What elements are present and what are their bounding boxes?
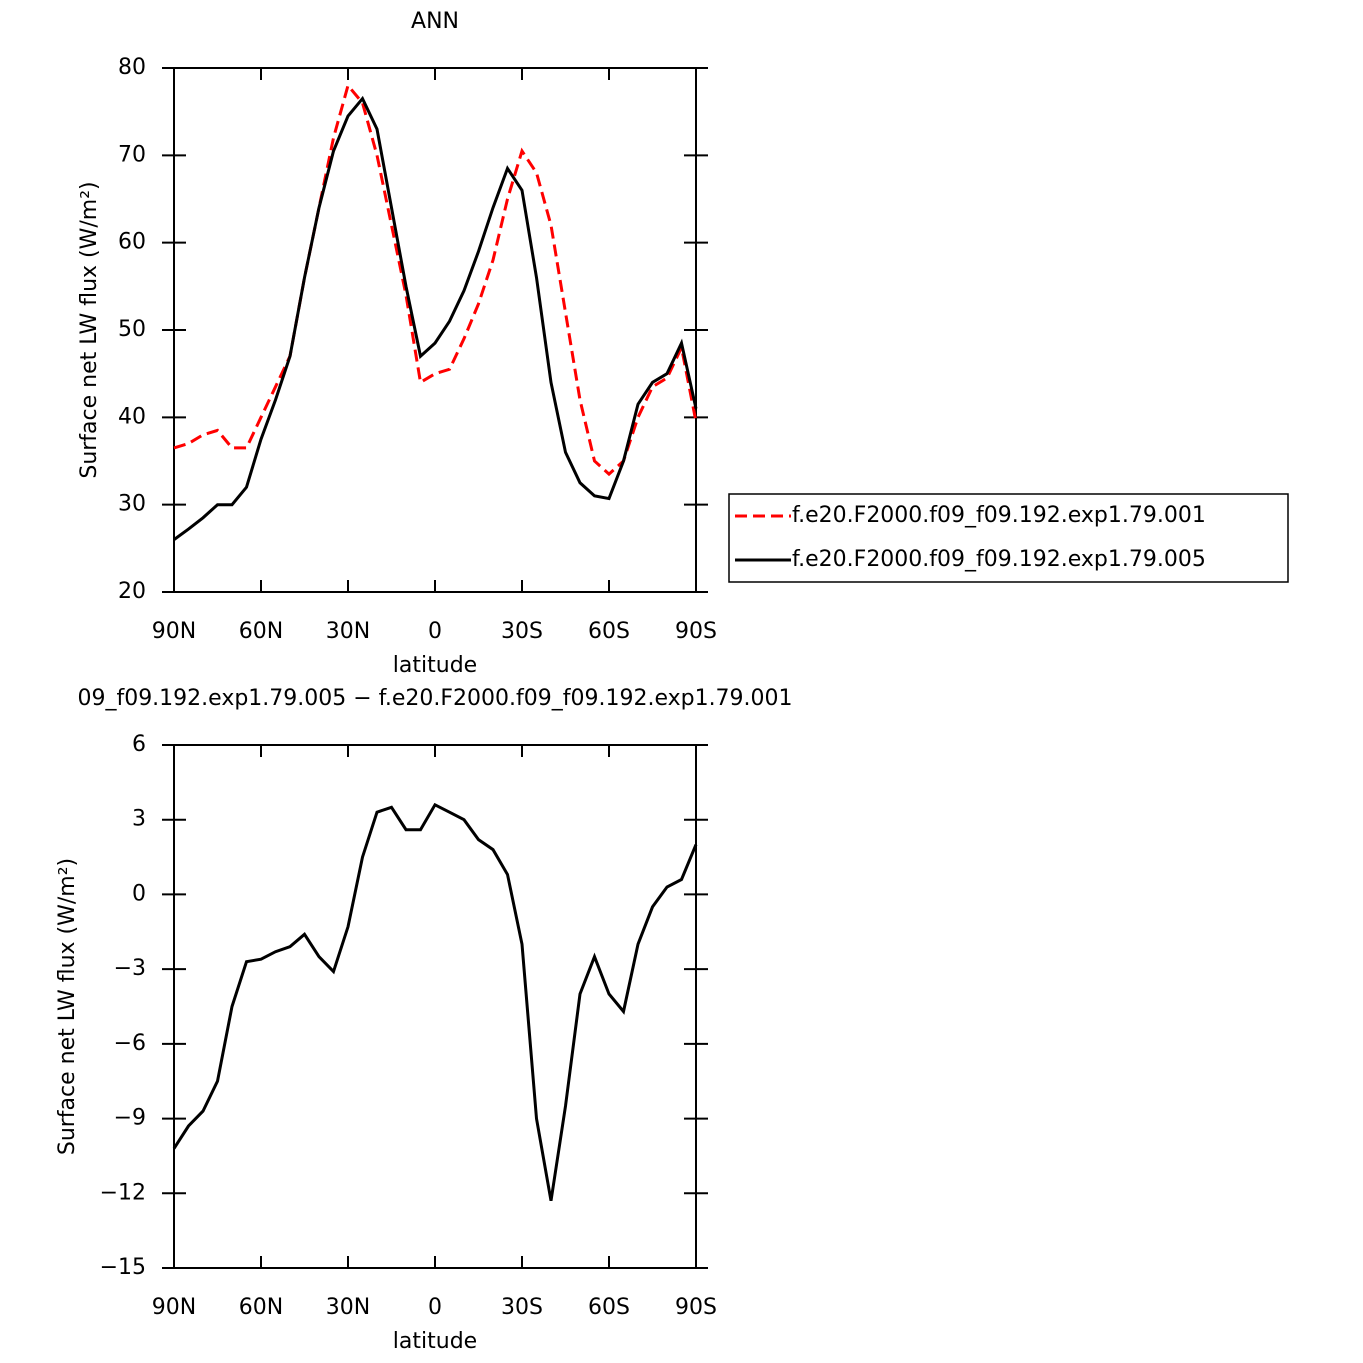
y-tick-label: −3: [114, 956, 146, 981]
chart-title: 09_f09.192.exp1.79.005 − f.e20.F2000.f09…: [77, 686, 792, 711]
y-tick-label: 3: [132, 807, 146, 832]
y-tick-label: −9: [114, 1106, 146, 1131]
y-tick-label: 50: [118, 317, 146, 342]
plot-frame: [173, 67, 697, 593]
x-tick-label: 60N: [239, 1295, 283, 1320]
x-tick-label: 0: [428, 619, 442, 644]
x-tick-label: 30S: [501, 1295, 543, 1320]
y-tick-label: −6: [114, 1031, 146, 1056]
x-axis-label: latitude: [393, 653, 477, 678]
plot-frame: [173, 744, 697, 1269]
x-tick-label: 60S: [588, 619, 630, 644]
y-tick-label: 80: [118, 55, 146, 80]
x-tick-label: 0: [428, 1295, 442, 1320]
y-tick-label: 20: [118, 579, 146, 604]
y-tick-label: 40: [118, 404, 146, 429]
y-axis-label: Surface net LW flux (W/m²): [77, 181, 102, 478]
x-tick-label: 30S: [501, 619, 543, 644]
y-tick-label: 60: [118, 230, 146, 255]
x-tick-label: 90S: [675, 1295, 717, 1320]
x-tick-label: 90N: [152, 619, 196, 644]
y-tick-label: 70: [118, 142, 146, 167]
data-line: [172, 802, 698, 1202]
x-tick-label: 60N: [239, 619, 283, 644]
chart-title: ANN: [411, 9, 459, 34]
y-tick-label: 0: [132, 881, 146, 906]
y-axis-label: Surface net LW flux (W/m²): [55, 858, 80, 1155]
x-axis-label: latitude: [393, 1329, 477, 1354]
x-tick-label: 90N: [152, 1295, 196, 1320]
y-tick-label: 30: [118, 492, 146, 517]
legend-label: f.e20.F2000.f09_f09.192.exp1.79.001: [792, 503, 1206, 528]
legend-box: [728, 493, 1289, 583]
y-tick-label: 6: [132, 732, 146, 757]
data-line: [173, 82, 698, 477]
x-tick-label: 30N: [326, 619, 370, 644]
x-tick-label: 60S: [588, 1295, 630, 1320]
x-tick-label: 30N: [326, 1295, 370, 1320]
data-line: [173, 95, 698, 541]
y-tick-label: −12: [100, 1180, 146, 1205]
x-tick-label: 90S: [675, 619, 717, 644]
y-tick-label: −15: [100, 1255, 146, 1280]
legend-label: f.e20.F2000.f09_f09.192.exp1.79.005: [792, 547, 1206, 572]
